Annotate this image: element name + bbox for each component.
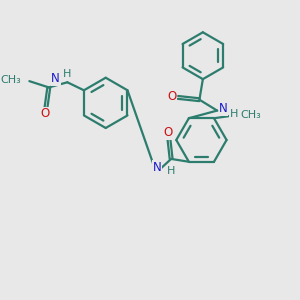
Text: O: O: [168, 90, 177, 103]
Text: H: H: [167, 167, 176, 176]
Text: N: N: [219, 102, 228, 116]
Text: N: N: [153, 161, 162, 174]
Text: H: H: [63, 69, 71, 79]
Text: O: O: [163, 126, 172, 139]
Text: O: O: [40, 107, 50, 120]
Text: CH₃: CH₃: [1, 75, 21, 85]
Text: CH₃: CH₃: [241, 110, 262, 120]
Text: N: N: [51, 72, 60, 86]
Text: H: H: [230, 109, 238, 119]
